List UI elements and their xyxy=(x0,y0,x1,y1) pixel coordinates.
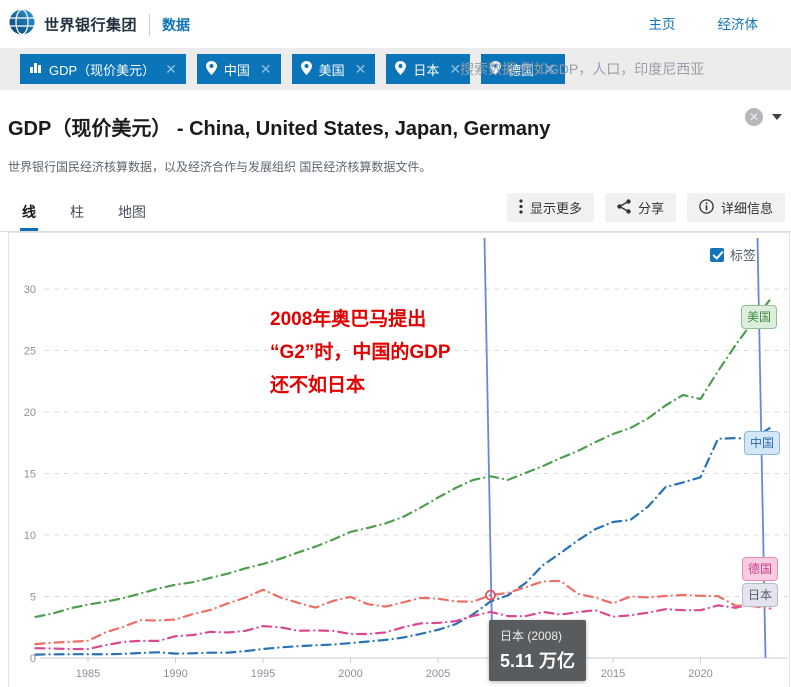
filter-tag-label: 德国 xyxy=(508,62,535,78)
bar-chart-icon xyxy=(29,61,42,77)
toolbar-actions: 显示更多 分享 详细信息 xyxy=(506,193,785,222)
filter-tag-4[interactable]: 德国 ✕ xyxy=(481,54,565,84)
top-nav-link-1[interactable]: 经济体 xyxy=(717,17,759,32)
remove-tag-icon[interactable]: ✕ xyxy=(544,60,556,77)
remove-tag-icon[interactable]: ✕ xyxy=(354,60,367,77)
tooltip-title: 日本 (2008) xyxy=(500,629,563,643)
top-header: 世界银行集团 数据 主页 经济体 xyxy=(0,0,791,48)
svg-text:10: 10 xyxy=(24,530,36,542)
chevron-down-icon[interactable] xyxy=(772,114,782,120)
map-pin-icon xyxy=(205,60,217,78)
remove-tag-icon[interactable]: ✕ xyxy=(259,60,272,77)
svg-text:1985: 1985 xyxy=(76,668,100,680)
annotation-line: “G2”时，中国的GDP xyxy=(270,342,451,363)
action-button-label: 详细信息 xyxy=(720,201,773,216)
action-button-label: 显示更多 xyxy=(529,201,582,216)
filter-tag-1[interactable]: 中国 ✕ xyxy=(196,54,281,84)
filter-tag-label: 美国 xyxy=(318,62,345,78)
chart-toolbar: 线 柱 地图 显示更多 分享 详细信息 xyxy=(0,190,791,232)
tooltip-value: 5.11 万亿 xyxy=(500,651,576,671)
svg-text:0: 0 xyxy=(30,653,36,665)
page-title-indicator: GDP（现价美元） xyxy=(8,118,172,140)
red-annotation-text: 2008年奥巴马提出 “G2”时，中国的GDP 还不如日本 xyxy=(270,303,451,402)
filter-tags: GDP（现价美元） ✕ 中国 ✕ 美国 ✕ 日本 ✕ 德国 ✕ xyxy=(20,54,565,84)
page-title: GDP（现价美元） - China, United States, Japan,… xyxy=(8,112,550,141)
filter-tag-2[interactable]: 美国 ✕ xyxy=(291,54,376,84)
clear-search-icon[interactable]: ✕ xyxy=(745,108,763,126)
filter-tag-label: 日本 xyxy=(413,62,440,78)
action-button-2[interactable]: 详细信息 xyxy=(686,193,785,222)
info-icon xyxy=(699,198,714,217)
tab-0-active[interactable]: 线 xyxy=(20,190,38,231)
top-nav-link-0[interactable]: 主页 xyxy=(648,17,676,32)
top-nav: 主页 经济体 xyxy=(649,13,759,33)
annotation-line: 还不如日本 xyxy=(270,375,366,396)
series-label-中国: 中国 xyxy=(744,431,781,455)
svg-text:1990: 1990 xyxy=(163,668,187,680)
series-label-美国: 美国 xyxy=(741,305,778,329)
brand-divider xyxy=(149,13,151,36)
chart-canvas: 0510152025301985199019952000200520102015… xyxy=(0,232,791,687)
svg-text:1995: 1995 xyxy=(251,668,275,680)
svg-text:25: 25 xyxy=(24,346,36,358)
filter-tag-3[interactable]: 日本 ✕ xyxy=(386,54,471,84)
series-label-日本: 日本 xyxy=(742,583,779,607)
svg-text:2020: 2020 xyxy=(688,668,712,680)
annotation-line: 2008年奥巴马提出 xyxy=(270,309,427,330)
action-button-label: 分享 xyxy=(637,201,664,216)
svg-text:15: 15 xyxy=(24,469,36,481)
share-icon xyxy=(617,198,631,217)
gdp-line-chart[interactable]: 0510152025301985199019952000200520102015… xyxy=(0,232,791,687)
remove-tag-icon[interactable]: ✕ xyxy=(165,60,177,77)
series-label-德国: 德国 xyxy=(742,557,779,581)
filter-tag-label: 中国 xyxy=(223,62,250,78)
labels-toggle: 标签 xyxy=(710,245,756,264)
svg-text:20: 20 xyxy=(24,407,36,419)
kebab-icon xyxy=(519,198,523,217)
action-button-0[interactable]: 显示更多 xyxy=(506,193,594,222)
svg-text:5: 5 xyxy=(30,592,36,604)
filter-tag-label: GDP（现价美元） xyxy=(49,62,156,78)
brand-section-data[interactable]: 数据 xyxy=(162,16,191,33)
tab-2[interactable]: 地图 xyxy=(118,204,146,220)
remove-tag-icon[interactable]: ✕ xyxy=(449,60,462,77)
svg-text:30: 30 xyxy=(24,284,36,296)
svg-text:2000: 2000 xyxy=(338,668,362,680)
chart-type-tabs: 线 柱 地图 xyxy=(20,190,148,231)
svg-text:2015: 2015 xyxy=(601,668,625,680)
svg-text:2005: 2005 xyxy=(426,668,450,680)
brand-name: 世界银行集团 xyxy=(44,17,138,34)
labels-checkbox-label: 标签 xyxy=(730,248,757,263)
map-pin-icon xyxy=(300,60,312,78)
filter-tag-0[interactable]: GDP（现价美元） ✕ xyxy=(20,54,186,84)
search-input[interactable]: 搜索数据.例如GDP，人口，印度尼西亚 xyxy=(460,61,705,77)
map-pin-icon xyxy=(490,60,502,78)
page-title-countries: - China, United States, Japan, Germany xyxy=(171,118,551,140)
action-button-1[interactable]: 分享 xyxy=(604,193,676,222)
world-bank-globe-icon xyxy=(8,8,36,41)
page-subtitle: 世界银行国民经济核算数据，以及经济合作与发展组织 国民经济核算数据文件。 xyxy=(8,160,432,174)
chart-tooltip: 日本 (2008) 5.11 万亿 xyxy=(489,620,587,681)
search-filter-bar[interactable]: GDP（现价美元） ✕ 中国 ✕ 美国 ✕ 日本 ✕ 德国 ✕ 搜索数据.例如GDP，人口，印度尼… xyxy=(0,48,791,126)
labels-checkbox[interactable] xyxy=(710,247,724,262)
tab-1[interactable]: 柱 xyxy=(70,204,84,220)
map-pin-icon xyxy=(395,60,407,78)
